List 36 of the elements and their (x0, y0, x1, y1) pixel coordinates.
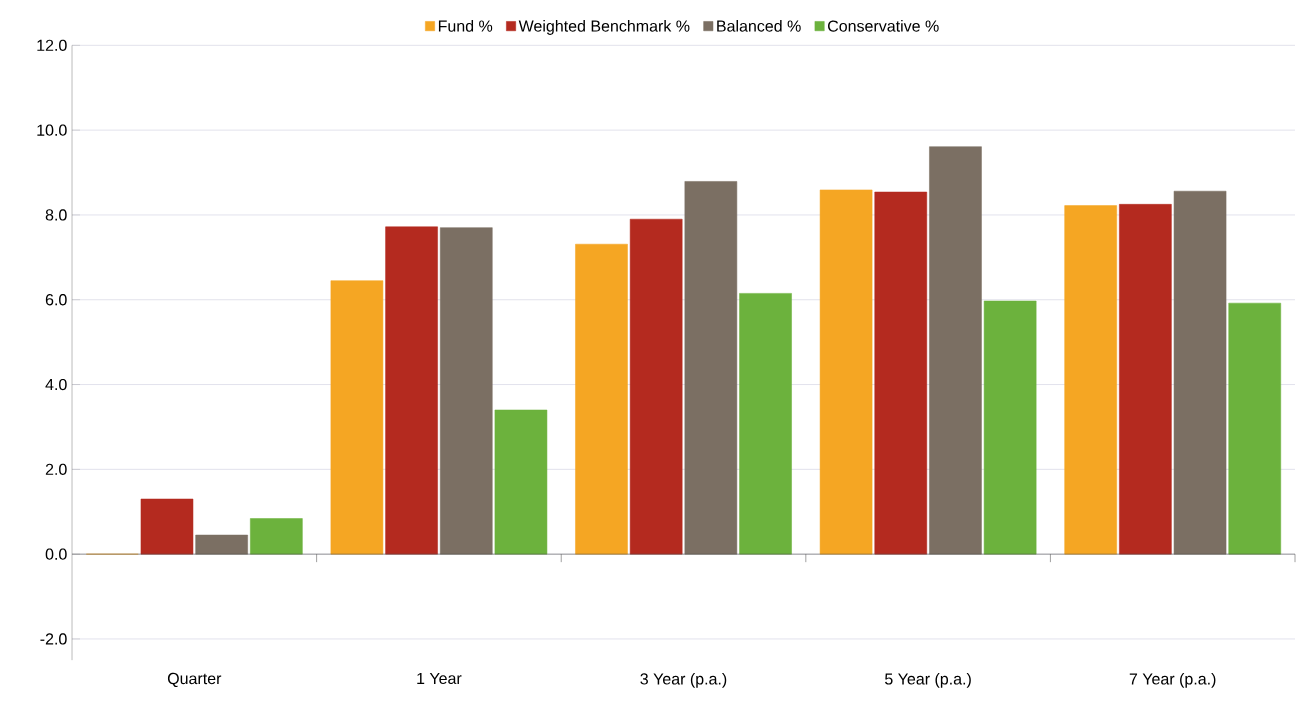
x-tick-label: 5 Year (p.a.) (885, 673, 971, 689)
bar (983, 301, 1037, 555)
bar (439, 227, 493, 555)
bar (1119, 204, 1172, 555)
bar (1173, 191, 1227, 555)
y-tick-label: 6.0 (45, 294, 67, 306)
bar (494, 409, 548, 555)
y-tick-label: 0.0 (45, 548, 67, 561)
bar (385, 226, 438, 555)
legend-label: Conservative % (828, 20, 939, 32)
legend-label: Fund % (438, 20, 493, 32)
bar (874, 192, 928, 555)
bar (250, 518, 303, 555)
bar (1228, 303, 1281, 555)
bar (575, 244, 628, 555)
bar (140, 499, 194, 555)
y-tick-label: 4.0 (45, 379, 67, 391)
bar (330, 280, 384, 555)
bar (629, 219, 683, 555)
y-tick-label: -2.0 (40, 633, 67, 645)
bar (1064, 205, 1117, 555)
x-tick-label: 1 Year (417, 673, 462, 685)
x-tick-label: 3 Year (p.a.) (640, 673, 727, 689)
bar (819, 189, 873, 555)
x-tick-label: 7 Year (p.a.) (1129, 673, 1216, 689)
y-tick-label: 12.0 (37, 39, 67, 52)
legend-label: Weighted Benchmark % (518, 20, 690, 36)
bar (739, 293, 792, 555)
x-tick-label: Quarter (167, 673, 222, 688)
y-tick-label: 8.0 (45, 209, 67, 221)
bar (195, 535, 248, 555)
y-tick-label: 10.0 (37, 124, 67, 137)
bar (684, 181, 738, 555)
legend-label: Balanced % (717, 20, 801, 32)
bar (929, 146, 982, 555)
y-tick-label: 2.0 (45, 463, 67, 476)
